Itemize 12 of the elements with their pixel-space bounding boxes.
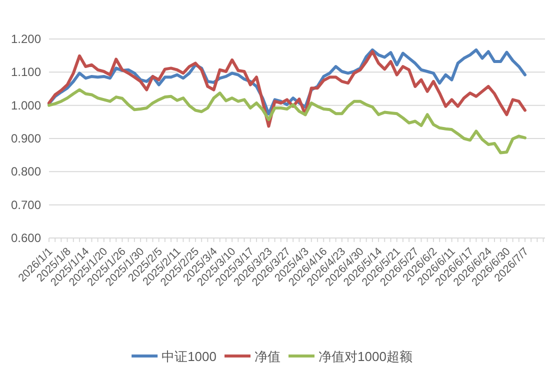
- y-tick-label: 1.100: [10, 65, 42, 80]
- y-tick-label: 0.700: [10, 198, 42, 212]
- line-series: [48, 88, 526, 154]
- legend-label: 中证1000: [162, 349, 216, 364]
- line-series: [48, 50, 526, 128]
- y-tick-label: 0.900: [10, 132, 42, 146]
- y-tick-label: 1.200: [10, 32, 42, 46]
- y-tick-label: 1.000: [10, 98, 42, 112]
- legend-label: 净值: [254, 349, 280, 364]
- y-tick-label: 0.800: [10, 164, 42, 179]
- legend-label: 净值对1000超额: [318, 349, 412, 364]
- y-tick-label: 0.600: [10, 231, 42, 245]
